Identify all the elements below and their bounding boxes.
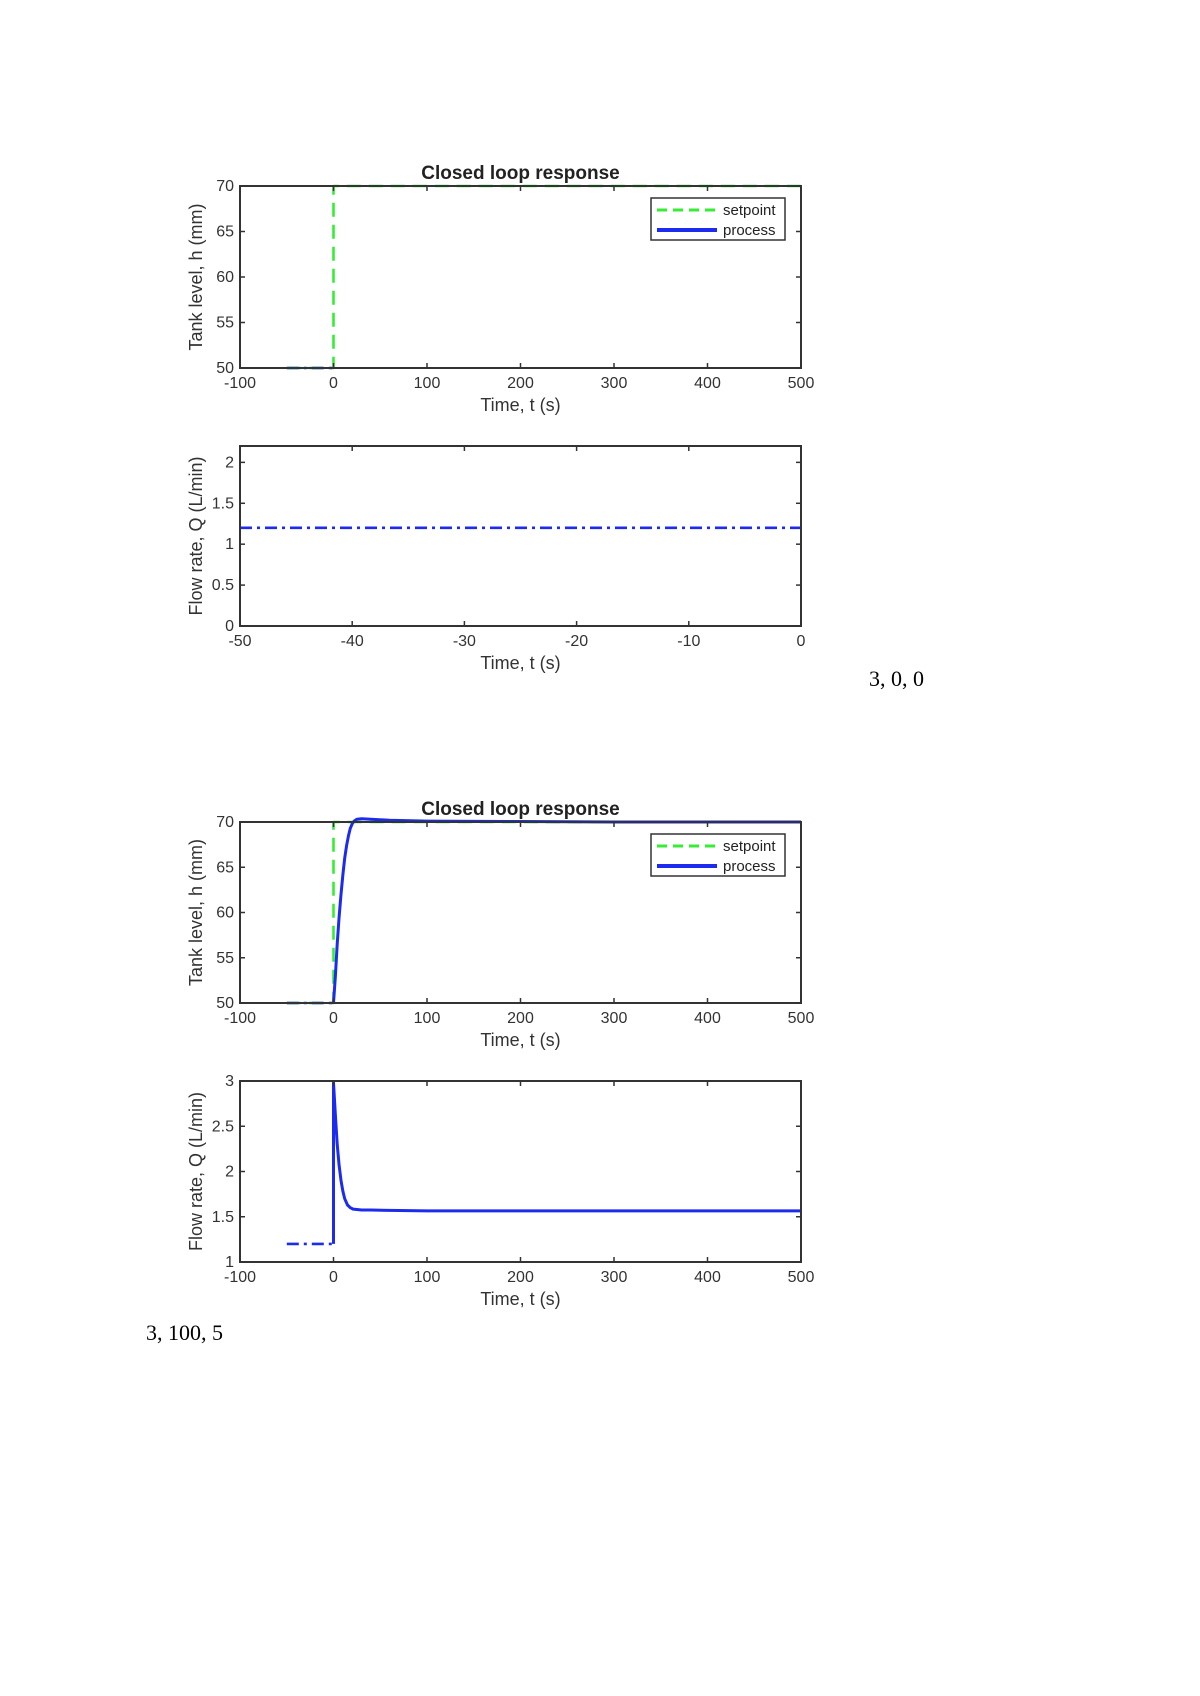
y-axis-label: Tank level, h (mm) [186, 203, 206, 350]
x-tick-label: 0 [797, 633, 806, 650]
x-tick-label: -20 [565, 633, 588, 650]
legend: setpoint process [650, 833, 786, 877]
y-tick-label: 1.5 [212, 495, 234, 512]
x-tick-label: 400 [694, 1010, 721, 1027]
x-tick-label: 0 [329, 375, 338, 392]
axes-frame [239, 445, 802, 627]
x-tick-label: 300 [601, 375, 628, 392]
x-tick-label: 300 [601, 1269, 628, 1286]
y-axis-label: Flow rate, Q (L/min) [186, 1092, 206, 1251]
y-tick-label: 1.5 [212, 1209, 234, 1226]
x-axis-label: Time, t (s) [480, 653, 560, 673]
y-tick-label: 50 [216, 995, 234, 1012]
legend-label-setpoint: setpoint [723, 838, 776, 855]
x-tick-label: 0 [329, 1010, 338, 1027]
x-tick-label: 300 [601, 1010, 628, 1027]
x-tick-label: 100 [414, 1269, 441, 1286]
x-tick-label: 0 [329, 1269, 338, 1286]
x-tick-label: 500 [788, 1269, 815, 1286]
y-tick-label: 70 [216, 814, 234, 831]
y-tick-label: 0.5 [212, 577, 234, 594]
chart-title: Closed loop response [421, 799, 619, 820]
legend-box [650, 833, 786, 877]
x-tick-label: -100 [224, 375, 256, 392]
x-tick-label: 500 [788, 1010, 815, 1027]
y-tick-label: 2 [225, 1164, 234, 1181]
x-axis-label: Time, t (s) [480, 1289, 560, 1309]
y-tick-label: 2 [225, 454, 234, 471]
y-tick-label: 65 [216, 224, 234, 241]
x-tick-label: 400 [694, 1269, 721, 1286]
y-tick-label: 50 [216, 360, 234, 377]
chart-3: -100 0 100 200 300 400 500 50 55 60 65 70 Closed loo… [186, 799, 814, 1050]
x-tick-label: 100 [414, 375, 441, 392]
chart-4: -100 0 100 200 300 400 500 1 1.5 2 2.5 3 Time, t (s)… [186, 1073, 814, 1309]
chart-1: -100 0 100 200 300 400 500 50 55 60 65 70 Closed loo… [186, 163, 814, 415]
plot-area [240, 446, 801, 626]
x-tick-label: 500 [788, 375, 815, 392]
series-line-solid [332, 1081, 801, 1244]
x-tick-label: 200 [507, 1010, 534, 1027]
x-tick-label: 100 [414, 1010, 441, 1027]
y-tick-label: 70 [216, 178, 234, 195]
y-tick-label: 55 [216, 315, 234, 332]
y-tick-label: 1 [225, 1254, 234, 1271]
caption-top: 3, 0, 0 [869, 666, 924, 691]
x-axis-label: Time, t (s) [480, 395, 560, 415]
legend-label-setpoint: setpoint [723, 202, 776, 219]
y-tick-label: 65 [216, 859, 234, 876]
y-tick-label: 2.5 [212, 1118, 234, 1135]
y-tick-label: 55 [216, 950, 234, 967]
chart-2: -50 -40 -30 -20 -10 0 0 0.5 1 1.5 2 Time, t (s) Flow… [186, 445, 806, 673]
legend-label-process: process [723, 222, 776, 239]
y-tick-label: 0 [225, 618, 234, 635]
x-tick-label: -100 [224, 1269, 256, 1286]
x-tick-label: -40 [341, 633, 364, 650]
y-axis-label: Flow rate, Q (L/min) [186, 456, 206, 615]
x-tick-label: -30 [453, 633, 476, 650]
plot-area [240, 1081, 801, 1262]
y-tick-label: 1 [225, 536, 234, 553]
y-axis-label: Tank level, h (mm) [186, 839, 206, 986]
x-tick-label: -100 [224, 1010, 256, 1027]
x-axis-label: Time, t (s) [480, 1030, 560, 1050]
legend-box [650, 197, 786, 241]
y-tick-label: 60 [216, 269, 234, 286]
legend: setpoint process [650, 197, 786, 241]
chart-title: Closed loop response [421, 163, 619, 184]
x-tick-label: 400 [694, 375, 721, 392]
x-tick-label: -10 [677, 633, 700, 650]
legend-label-process: process [723, 858, 776, 875]
y-tick-label: 60 [216, 905, 234, 922]
caption-bottom: 3, 100, 5 [146, 1320, 223, 1345]
x-tick-label: 200 [507, 1269, 534, 1286]
x-tick-label: 200 [507, 375, 534, 392]
y-tick-label: 3 [225, 1073, 234, 1090]
x-tick-label: -50 [228, 633, 251, 650]
